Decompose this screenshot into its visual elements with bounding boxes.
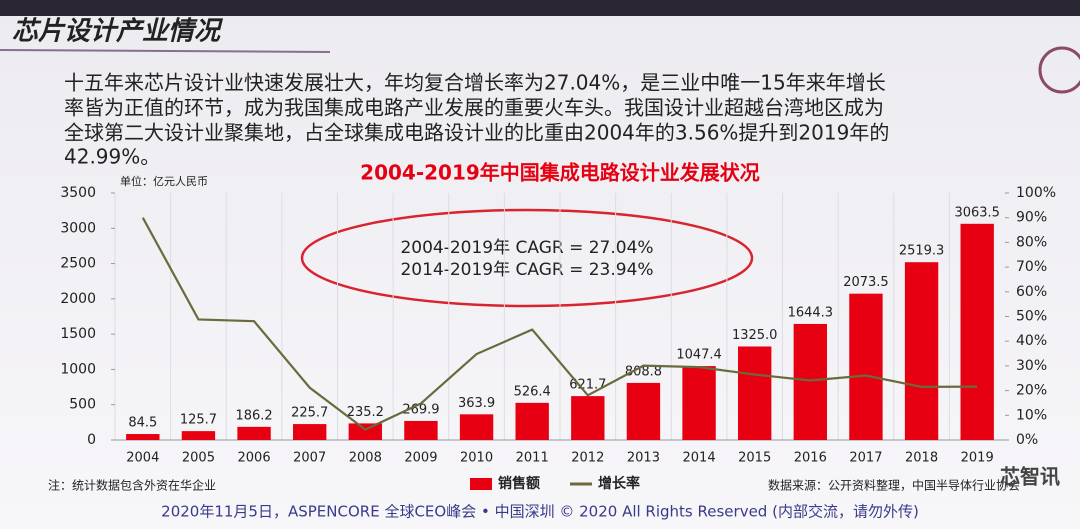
x-tick-label: 2019 xyxy=(961,451,994,466)
bar xyxy=(404,420,438,440)
value-label: 186.2 xyxy=(235,408,272,423)
unit-label: 单位：亿元人民币 xyxy=(120,174,208,188)
y-tick-label: 3500 xyxy=(60,185,96,201)
y-tick-label: 1000 xyxy=(60,361,96,377)
y2-tick-label: 50% xyxy=(1016,309,1047,325)
y2-tick-label: 90% xyxy=(1016,210,1047,226)
line xyxy=(141,217,978,431)
value-label: 225.7 xyxy=(291,406,328,421)
logo xyxy=(1038,46,1080,94)
bar xyxy=(960,223,994,440)
value-label: 808.8 xyxy=(625,364,662,379)
x-tick-label: 2011 xyxy=(516,451,549,466)
x-tick-label: 2009 xyxy=(404,451,437,466)
annotation: 2004-2019年 CAGR = 27.04% xyxy=(400,238,653,258)
value-label: 235.2 xyxy=(347,405,384,420)
annotation-ellipse xyxy=(300,208,754,308)
value-label: 526.4 xyxy=(514,384,551,399)
value-label: 2519.3 xyxy=(899,244,945,259)
value-label: 363.9 xyxy=(458,396,495,411)
bar xyxy=(626,382,661,440)
chart-title: 2004-2019年中国集成电路设计业发展状况 xyxy=(360,161,760,185)
bar xyxy=(293,424,327,440)
y-tick-label: 0 xyxy=(87,432,96,448)
paragraph-line: 全球第二大设计业聚集地，占全球集成电路设计业的比重由2004年的3.56%提升到… xyxy=(64,121,889,145)
bar xyxy=(682,366,716,440)
y2-tick-label: 30% xyxy=(1016,358,1047,374)
y2-tick-label: 80% xyxy=(1016,234,1047,250)
paragraph-line: 42.99%。 xyxy=(64,145,160,169)
value-label: 84.5 xyxy=(128,416,157,431)
y-tick-label: 500 xyxy=(69,397,96,413)
y-tick-label: 1500 xyxy=(60,326,96,342)
x-tick-label: 2010 xyxy=(460,451,493,466)
source: 数据来源：公开资料整理，中国半导体行业协会 xyxy=(768,478,1020,493)
bar xyxy=(515,402,549,440)
bar xyxy=(181,431,216,440)
x-tick-label: 2005 xyxy=(182,451,215,466)
value-label: 1047.4 xyxy=(676,348,722,363)
x-tick-label: 2017 xyxy=(849,451,882,466)
y-tick-label: 3000 xyxy=(60,220,96,236)
x-tick-label: 2006 xyxy=(238,451,271,466)
y2-tick-label: 100% xyxy=(1016,185,1056,201)
bar xyxy=(571,396,605,440)
value-label: 1325.0 xyxy=(732,328,778,343)
footer: 2020年11月5日，ASPENCORE 全球CEO峰会 • 中国深圳 © 20… xyxy=(161,503,919,521)
annotation: 2014-2019年 CAGR = 23.94% xyxy=(400,260,653,280)
note: 注：统计数据包含外资在华企业 xyxy=(48,478,216,493)
x-tick-label: 2012 xyxy=(571,451,604,466)
bar xyxy=(738,346,772,440)
legend-label: 增长率 xyxy=(598,475,640,492)
value-label: 2073.5 xyxy=(843,275,889,290)
bar xyxy=(126,434,160,440)
title-rule xyxy=(0,49,331,53)
bar xyxy=(904,262,939,440)
slide-title: 芯片设计产业情况 xyxy=(12,17,224,47)
bar xyxy=(793,323,827,440)
value-label: 3063.5 xyxy=(954,205,1000,220)
value-label: 125.7 xyxy=(180,413,217,428)
value-label: 1644.3 xyxy=(788,305,834,320)
y2-tick-label: 60% xyxy=(1016,284,1047,300)
y2-tick-label: 10% xyxy=(1016,407,1047,423)
paragraph-line: 十五年来芯片设计业快速发展壮大，年均复合增长率为27.04%，是三业中唯一15年… xyxy=(64,71,886,95)
bar xyxy=(459,414,494,440)
bar xyxy=(849,293,883,440)
x-tick-label: 2014 xyxy=(683,451,716,466)
y2-tick-label: 40% xyxy=(1016,333,1047,349)
x-tick-label: 2007 xyxy=(293,451,326,466)
legend-swatch xyxy=(470,478,492,490)
y-tick-label: 2500 xyxy=(60,256,96,272)
x-tick-label: 2004 xyxy=(126,451,159,466)
value-label: 621.7 xyxy=(569,378,606,393)
x-tick-label: 2008 xyxy=(349,451,382,466)
bar xyxy=(348,423,382,440)
x-tick-label: 2015 xyxy=(738,451,771,466)
y2-tick-label: 70% xyxy=(1016,259,1047,275)
y2-tick-label: 20% xyxy=(1016,383,1047,399)
y-tick-label: 2000 xyxy=(60,291,96,307)
watermark: 芯智讯 xyxy=(1000,465,1060,489)
top-band xyxy=(0,0,1080,16)
x-tick-label: 2018 xyxy=(905,451,938,466)
legend-label: 销售额 xyxy=(498,475,540,492)
x-tick-label: 2016 xyxy=(794,451,827,466)
paragraph-line: 率皆为正值的环节，成为我国集成电路产业发展的重要火车头。我国设计业超越台湾地区成… xyxy=(64,96,884,120)
bar xyxy=(237,426,271,440)
x-tick-label: 2013 xyxy=(627,451,660,466)
value-label: 269.9 xyxy=(402,402,439,417)
y2-tick-label: 0% xyxy=(1016,432,1038,448)
